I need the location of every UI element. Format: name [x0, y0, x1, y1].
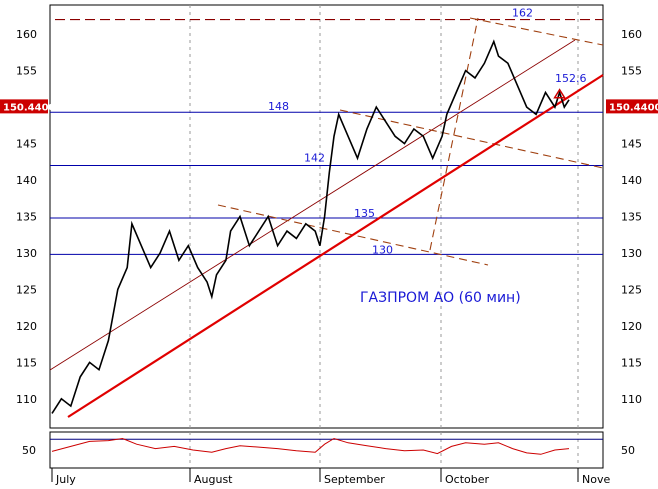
x-tick-label: Nove — [582, 473, 610, 486]
channel-upper-line — [49, 39, 576, 371]
fan-line-upper — [469, 17, 604, 46]
price-box-left — [0, 99, 48, 114]
oscillator-line — [51, 437, 570, 455]
y-tick-right: 155 — [621, 65, 642, 78]
price-box-right-text: 150.4400 — [609, 102, 658, 113]
y-tick-right: 145 — [621, 138, 642, 151]
x-tick-label: August — [194, 473, 233, 486]
y-tick-left: 130 — [16, 247, 37, 260]
y-tick-left: 125 — [16, 283, 37, 296]
y-tick-right: 130 — [621, 247, 642, 260]
y-tick-left: 120 — [16, 320, 37, 333]
oscillator-pane — [49, 431, 604, 469]
y-tick-right: 160 — [621, 28, 642, 41]
y-tick-left: 135 — [16, 211, 37, 224]
oscillator-tick-left: 50 — [22, 444, 36, 457]
level-label: 148 — [268, 100, 289, 113]
x-tick-label: October — [445, 473, 489, 486]
x-tick-label: July — [55, 473, 76, 486]
y-tick-left: 110 — [16, 393, 37, 406]
level-label-152: 152.6 — [555, 72, 587, 85]
y-tick-right: 140 — [621, 174, 642, 187]
y-tick-right: 135 — [621, 211, 642, 224]
marker-triangle — [553, 88, 566, 99]
oscillator-tick-right: 50 — [621, 444, 635, 457]
price-box-right — [606, 99, 658, 114]
support-trendline — [67, 74, 604, 418]
y-tick-right: 115 — [621, 356, 642, 369]
y-tick-left: 145 — [16, 138, 37, 151]
chart-title: ГАЗПРОМ АО (60 мин) — [360, 290, 521, 306]
fan-line-steep — [429, 17, 479, 251]
fan-line-lower — [217, 204, 489, 266]
level-label: 130 — [372, 243, 393, 256]
y-tick-left: 160 — [16, 28, 37, 41]
price-line — [51, 39, 570, 414]
y-tick-left: 140 — [16, 174, 37, 187]
y-tick-right: 120 — [621, 320, 642, 333]
price-pane — [49, 4, 604, 429]
price-box-left-text: 150.4400 — [3, 102, 56, 113]
y-tick-right: 125 — [621, 283, 642, 296]
level-label: 135 — [354, 207, 375, 220]
y-tick-right: 110 — [621, 393, 642, 406]
level-label: 162 — [512, 7, 533, 20]
x-tick-label: September — [324, 473, 385, 486]
y-tick-left: 155 — [16, 65, 37, 78]
level-label: 142 — [304, 151, 325, 164]
y-tick-left: 115 — [16, 356, 37, 369]
